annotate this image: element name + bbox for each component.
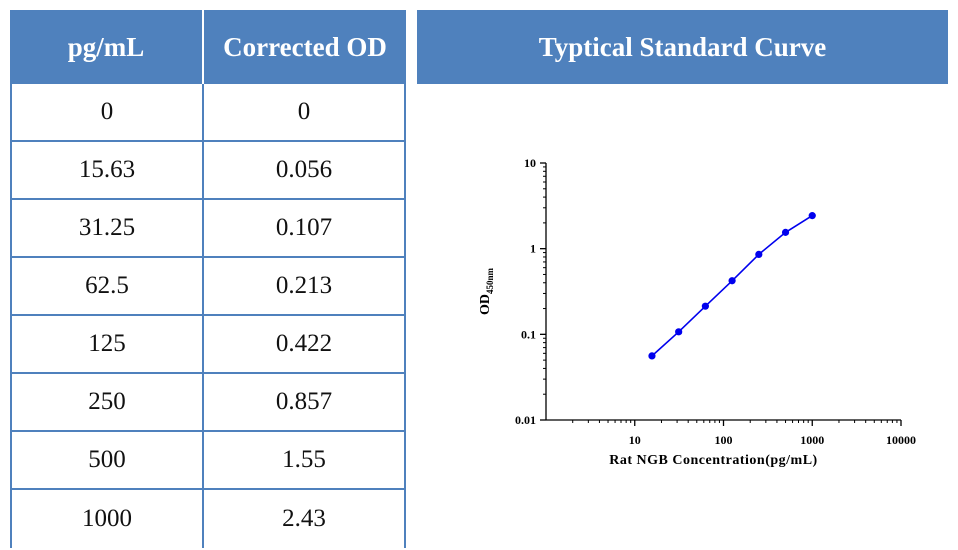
data-point bbox=[755, 250, 763, 259]
cell-od: 0.213 bbox=[275, 272, 333, 299]
table-row: 1000 2.43 bbox=[12, 490, 404, 548]
cell-od: 0 bbox=[297, 98, 311, 125]
cell-concentration: 0 bbox=[12, 84, 204, 140]
x-tick-label: 100 bbox=[715, 433, 733, 447]
y-tick-label: 0.1 bbox=[521, 327, 536, 341]
table-body: 0 0 15.63 0.056 31.25 0.107 62.5 0.213 1… bbox=[10, 84, 406, 548]
table-row: 15.63 0.056 bbox=[12, 142, 404, 200]
table-row: 500 1.55 bbox=[12, 432, 404, 490]
cell-concentration: 15.63 bbox=[12, 142, 204, 198]
chart-title: Typtical Standard Curve bbox=[417, 10, 948, 84]
table-header: pg/mL Corrected OD bbox=[10, 10, 406, 84]
table-row: 0 0 bbox=[12, 84, 404, 142]
y-tick-label: 1 bbox=[530, 242, 536, 256]
table-row: 250 0.857 bbox=[12, 374, 404, 432]
cell-od: 2.43 bbox=[282, 505, 326, 532]
standard-curve-chart: 0.01 0.1 1 10 10 100 1000 10000 Rat NGB Concentr… bbox=[478, 156, 916, 468]
cell-od: 0.422 bbox=[275, 330, 333, 357]
header-concentration: pg/mL bbox=[10, 10, 204, 84]
x-tick-label: 10 bbox=[629, 433, 641, 447]
data-point bbox=[675, 328, 683, 336]
table-row: 62.5 0.213 bbox=[12, 258, 404, 316]
y-axis-title: OD450nm bbox=[478, 268, 495, 316]
cell-od: 0.107 bbox=[275, 214, 333, 241]
standard-table: pg/mL Corrected OD 0 0 15.63 0.056 31.25… bbox=[10, 10, 406, 548]
series-line bbox=[651, 214, 813, 357]
data-point bbox=[648, 352, 656, 360]
data-point bbox=[701, 302, 709, 310]
x-tick-label: 10000 bbox=[886, 433, 916, 447]
table-row: 125 0.422 bbox=[12, 316, 404, 374]
cell-concentration: 500 bbox=[12, 432, 204, 488]
y-tick-label: 0.01 bbox=[515, 413, 536, 427]
cell-od: 1.55 bbox=[282, 446, 326, 473]
x-axis-title: Rat NGB Concentration(pg/mL) bbox=[609, 453, 817, 468]
cell-concentration: 125 bbox=[12, 316, 204, 372]
y-tick-label: 10 bbox=[524, 156, 536, 170]
cell-concentration: 250 bbox=[12, 374, 204, 430]
x-tick-label: 1000 bbox=[800, 433, 824, 447]
header-corrected-od: Corrected OD bbox=[204, 10, 406, 84]
cell-concentration: 1000 bbox=[12, 490, 204, 548]
cell-od: 0.857 bbox=[275, 388, 333, 415]
data-point bbox=[781, 228, 790, 236]
cell-od: 0.056 bbox=[275, 156, 333, 183]
cell-concentration: 31.25 bbox=[12, 200, 204, 256]
table-row: 31.25 0.107 bbox=[12, 200, 404, 258]
cell-concentration: 62.5 bbox=[12, 258, 204, 314]
data-point bbox=[728, 277, 736, 285]
data-point bbox=[808, 212, 816, 220]
